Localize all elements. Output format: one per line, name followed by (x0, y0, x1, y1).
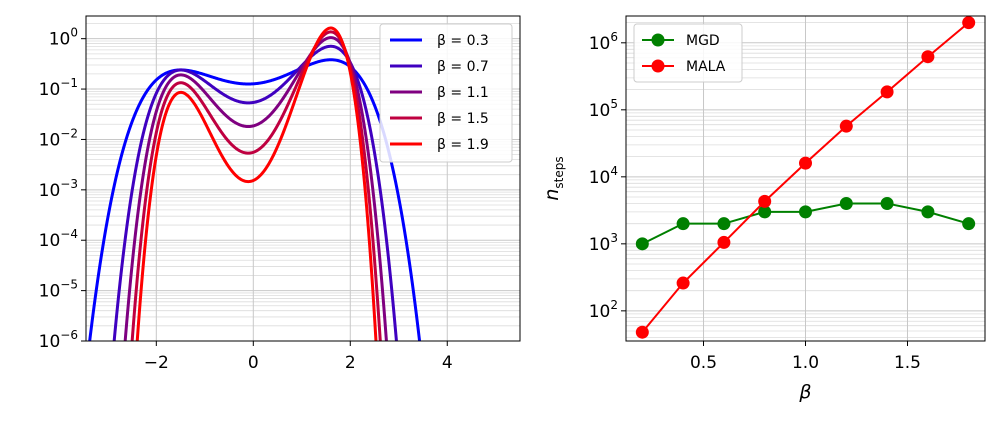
y-tick-label: 106 (589, 30, 618, 54)
x-tick-label: 0.5 (690, 353, 717, 373)
data-point (758, 194, 772, 208)
y-tick-label: 105 (589, 97, 618, 121)
x-tick-label: 1.0 (792, 353, 819, 373)
data-point (921, 205, 935, 219)
data-point (676, 276, 690, 290)
data-point (635, 237, 649, 251)
data-point (880, 196, 894, 210)
y-tick-label: 10−4 (39, 227, 78, 251)
legend-label: β = 0.7 (437, 59, 489, 75)
x-tick-label: −2 (144, 353, 169, 373)
y-tick-label: 10−5 (39, 278, 78, 302)
legend: MGD MALA (633, 23, 743, 83)
y-tick-label: 102 (589, 298, 618, 322)
data-point (635, 325, 649, 339)
legend-label: β = 0.3 (437, 33, 489, 49)
x-axis-label: β (798, 381, 811, 403)
y-tick-label: 10−1 (39, 76, 78, 100)
y-tick-label: 10−2 (39, 126, 78, 150)
x-tick-label: 0 (248, 353, 259, 373)
data-point (962, 217, 976, 231)
series-line (130, 30, 382, 341)
series-line (135, 26, 378, 341)
x-tick-label: 4 (442, 353, 453, 373)
legend-label: β = 1.9 (437, 137, 489, 153)
y-axis-label: nsteps (541, 156, 566, 200)
legend-label: β = 1.1 (437, 85, 489, 101)
data-point (839, 196, 853, 210)
y-tick-label: 10−3 (39, 177, 78, 201)
legend-label: β = 1.5 (437, 111, 489, 127)
legend: β = 0.3 β = 0.7 β = 1.1 β = 1.5 β = 1.9 (379, 23, 513, 163)
data-point (799, 156, 812, 170)
data-point (717, 217, 731, 231)
legend-label: MGD (686, 33, 720, 49)
right-chart: 0.5 1.0 1.5 102 103 104 105 106 β nsteps MGD MALA (541, 15, 986, 403)
legend-marker (651, 33, 665, 47)
data-point (880, 85, 894, 99)
data-point (717, 235, 731, 249)
data-point (676, 217, 690, 231)
plot-frame (85, 15, 521, 342)
legend-marker (651, 59, 665, 73)
data-point (799, 205, 812, 219)
x-tick-label: 1.5 (894, 353, 921, 373)
data-point (921, 50, 935, 64)
y-tick-label: 103 (589, 231, 618, 255)
y-tick-label: 100 (49, 26, 78, 50)
legend-label: MALA (686, 59, 726, 75)
y-tick-label: 10−6 (39, 328, 78, 352)
y-tick-label: 104 (589, 164, 618, 188)
data-point (758, 205, 772, 219)
data-point (839, 119, 853, 133)
legend-box (379, 23, 513, 163)
x-tick-label: 2 (345, 353, 356, 373)
series-line (123, 36, 388, 341)
data-point (962, 16, 976, 30)
